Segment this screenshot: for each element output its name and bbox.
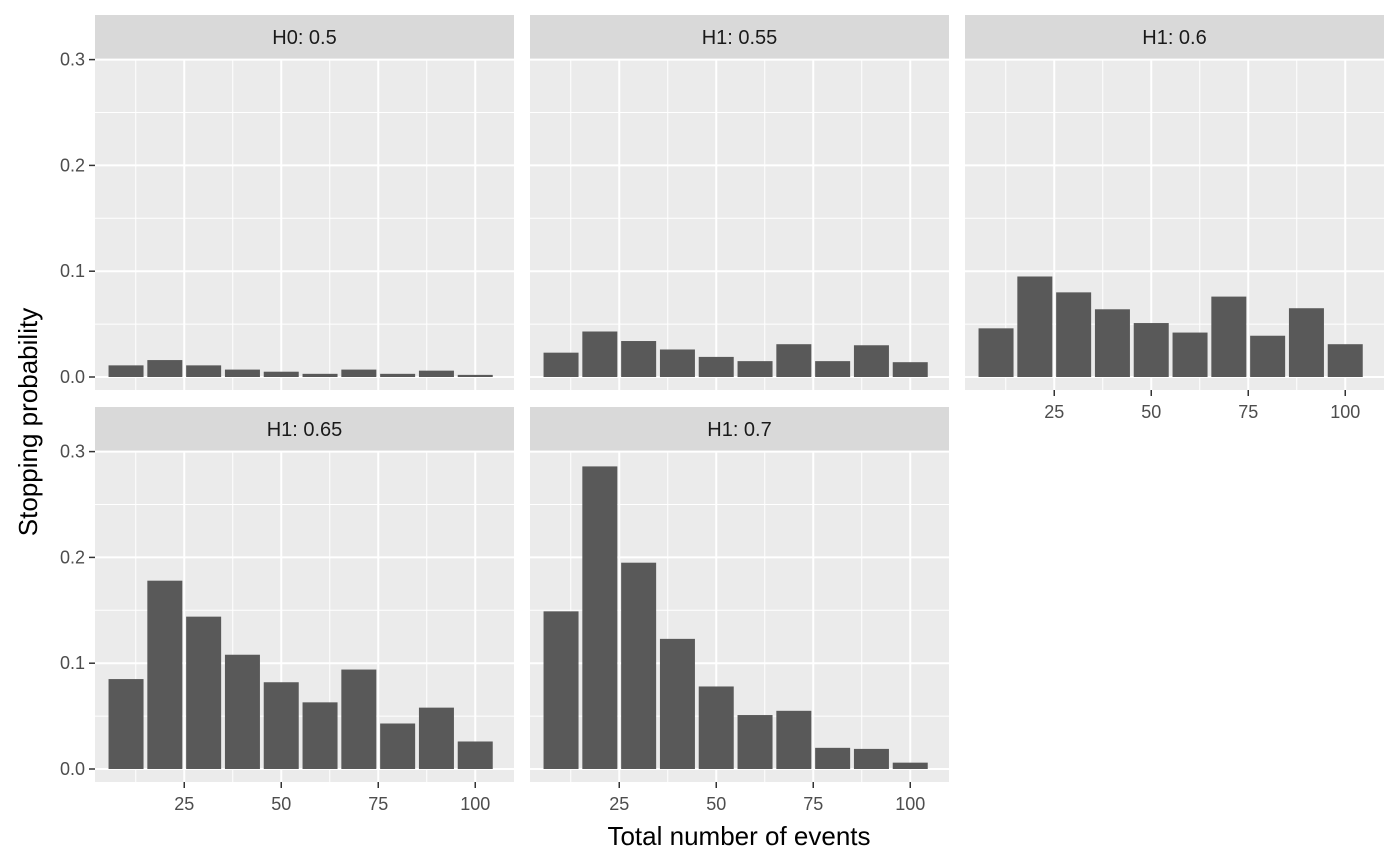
bar xyxy=(1327,344,1363,377)
bar xyxy=(263,371,299,377)
bar xyxy=(543,611,579,769)
facet-panel: H1: 0.55 xyxy=(530,15,949,390)
panel-background xyxy=(95,60,514,390)
bar xyxy=(147,360,183,377)
bar xyxy=(698,356,734,377)
bar xyxy=(892,762,928,769)
bar xyxy=(659,349,695,377)
bar xyxy=(737,715,773,769)
facet-strip xyxy=(965,15,1384,59)
x-tick-label: 50 xyxy=(271,794,291,814)
bar xyxy=(457,741,493,769)
x-tick-label: 25 xyxy=(609,794,629,814)
bar xyxy=(698,686,734,769)
facet-strip xyxy=(530,15,949,59)
bar xyxy=(815,361,851,377)
bar xyxy=(582,331,618,377)
facet-panel: H1: 0.7 25 50 75 100 xyxy=(530,407,949,814)
bar xyxy=(341,369,377,377)
bar xyxy=(621,341,657,377)
bar xyxy=(815,747,851,769)
bar xyxy=(543,352,579,377)
x-tick-label: 75 xyxy=(803,794,823,814)
bar xyxy=(224,369,260,377)
bar xyxy=(776,344,812,377)
y-tick-label: 0.1 xyxy=(60,261,85,281)
bar xyxy=(380,373,416,377)
facet-strip-label: H1: 0.6 xyxy=(1142,27,1206,49)
bar xyxy=(776,710,812,769)
bar xyxy=(302,373,338,377)
x-tick-label: 50 xyxy=(1141,402,1161,422)
y-tick-label: 0.3 xyxy=(60,442,85,462)
bar xyxy=(1017,276,1053,377)
y-tick-label: 0.3 xyxy=(60,50,85,70)
y-tick-label: 0.0 xyxy=(60,367,85,387)
x-tick-label: 100 xyxy=(460,794,490,814)
x-tick-label: 25 xyxy=(1044,402,1064,422)
bar xyxy=(380,723,416,769)
facet-panel: H1: 0.65 0.0 0.1 0.2 0.3 25 50 75 100 xyxy=(60,407,514,814)
facet-panel: H0: 0.5 0.0 0.1 0.2 0.3 xyxy=(60,15,514,390)
facet-panel: H1: 0.6 25 50 75 100 xyxy=(965,15,1384,422)
y-tick-label: 0.2 xyxy=(60,547,85,567)
x-tick-label: 75 xyxy=(1238,402,1258,422)
bar xyxy=(853,345,889,377)
bar xyxy=(1250,335,1286,377)
bar xyxy=(737,361,773,377)
bar xyxy=(1211,296,1247,377)
bar xyxy=(341,669,377,769)
bar xyxy=(186,616,222,769)
facet-strip xyxy=(530,407,949,451)
bar xyxy=(108,679,144,769)
bar xyxy=(1133,323,1169,377)
bar xyxy=(892,362,928,377)
facet-strip-label: H0: 0.5 xyxy=(272,27,336,49)
x-axis-title: Total number of events xyxy=(607,821,870,851)
bar xyxy=(1094,309,1130,377)
facet-strip xyxy=(95,15,514,59)
x-tick-label: 100 xyxy=(1330,402,1360,422)
bar xyxy=(147,580,183,769)
x-tick-label: 100 xyxy=(895,794,925,814)
facet-panels: H0: 0.5 0.0 0.1 0.2 0.3 H1: 0.55 H1: 0.6 25 50 75… xyxy=(60,15,1384,814)
y-tick-label: 0.2 xyxy=(60,155,85,175)
x-tick-label: 25 xyxy=(174,794,194,814)
bar xyxy=(418,707,454,769)
x-tick-label: 50 xyxy=(706,794,726,814)
bar xyxy=(302,702,338,769)
x-tick-label: 75 xyxy=(368,794,388,814)
bar xyxy=(224,654,260,769)
bar xyxy=(1288,308,1324,377)
bar xyxy=(582,466,618,769)
bar xyxy=(978,328,1014,377)
bar xyxy=(457,374,493,377)
bar xyxy=(621,562,657,769)
bar xyxy=(659,638,695,769)
bar xyxy=(1056,292,1092,377)
bar xyxy=(186,365,222,377)
bar xyxy=(108,365,144,377)
facet-strip-label: H1: 0.55 xyxy=(702,27,778,49)
facet-strip-label: H1: 0.65 xyxy=(267,419,343,441)
y-axis-title: Stopping probability xyxy=(13,308,43,536)
bar xyxy=(263,682,299,769)
bar xyxy=(1172,332,1208,377)
bar xyxy=(418,370,454,377)
y-tick-label: 0.0 xyxy=(60,759,85,779)
bar xyxy=(853,748,889,769)
facet-strip xyxy=(95,407,514,451)
y-tick-label: 0.1 xyxy=(60,653,85,673)
facet-strip-label: H1: 0.7 xyxy=(707,419,771,441)
